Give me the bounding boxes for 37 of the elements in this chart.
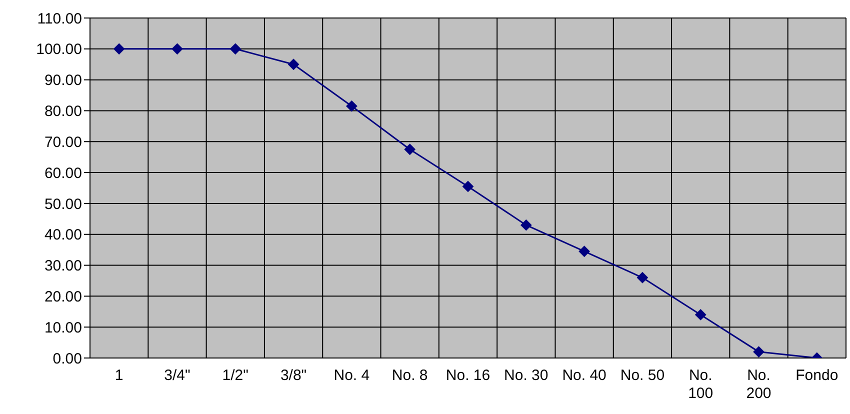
x-tick-label: No. 8: [392, 367, 428, 384]
x-tick-label: No. 100: [688, 367, 714, 402]
point: [462, 180, 474, 192]
y-tick-label: 110.00: [37, 10, 82, 28]
x-tick-label: No. 16: [446, 367, 490, 384]
y-tick-label: 30.00: [44, 258, 82, 275]
y-tick-label: 60.00: [44, 164, 82, 182]
x-tick-label: 3/8": [280, 367, 307, 384]
x-tick-label: No. 30: [504, 367, 548, 384]
point: [346, 100, 358, 112]
point: [172, 43, 183, 54]
point: [753, 346, 764, 358]
y-tick-label: 90.00: [44, 72, 82, 90]
y-tick-label: 10.00: [44, 319, 82, 336]
point: [230, 43, 241, 54]
y-tick-label: 40.00: [44, 226, 82, 244]
y-tick-label: 80.00: [44, 103, 82, 120]
point: [695, 309, 706, 320]
x-tick-label: 3/4": [164, 367, 190, 384]
x-tick-label: No. 4: [334, 367, 370, 384]
y-tick-label: 50.00: [44, 196, 82, 213]
y-tick-label: 100.00: [36, 41, 82, 58]
x-tick-label: No. 50: [620, 367, 665, 384]
x-tick-label: 1/2": [222, 367, 248, 384]
point: [520, 220, 532, 231]
y-tick-label: 70.00: [44, 134, 82, 151]
y-tick-label: 0.00: [52, 350, 82, 368]
x-tick-label: No. 40: [562, 367, 606, 384]
point: [114, 43, 125, 54]
y-tick-label: 20.00: [44, 288, 82, 306]
point: [288, 58, 300, 70]
point: [636, 272, 648, 284]
point: [578, 246, 590, 257]
x-tick-label: No. 200: [746, 367, 772, 402]
point: [404, 144, 416, 155]
x-tick-label: 1: [114, 367, 124, 384]
x-tick-label: Fondo: [796, 367, 838, 384]
